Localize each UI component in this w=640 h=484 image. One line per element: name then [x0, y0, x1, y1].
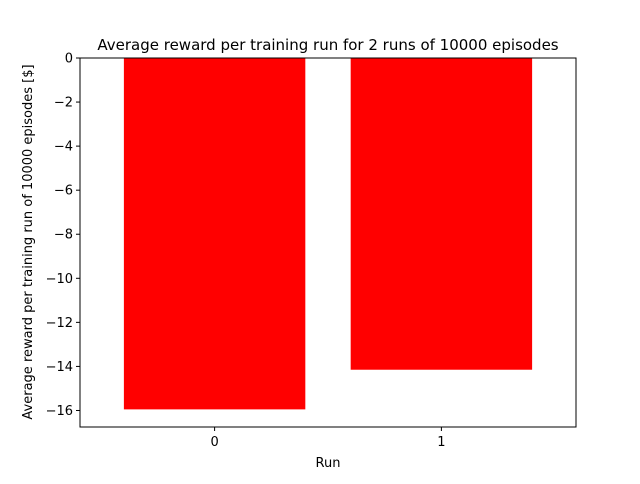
y-tick-label: 0	[65, 52, 73, 67]
bar-run-1	[350, 58, 533, 370]
bar-run-0	[123, 58, 306, 410]
y-tick-label: −14	[46, 360, 73, 375]
x-tick-label: 1	[437, 435, 445, 450]
y-tick-label: −12	[46, 316, 73, 331]
y-tick-label: −4	[54, 140, 73, 155]
y-axis-title: Average reward per training run of 10000…	[21, 64, 36, 419]
x-tick-label: 0	[210, 435, 218, 450]
chart-title: Average reward per training run for 2 ru…	[97, 36, 558, 54]
bars-group	[123, 58, 533, 410]
x-axis-title: Run	[316, 456, 341, 471]
y-tick-label: −10	[46, 272, 73, 287]
y-axis-ticks: 0 −2 −4 −6 −8 −10 −12 −14 −16	[46, 52, 80, 419]
y-tick-label: −6	[54, 184, 73, 199]
y-tick-label: −2	[54, 96, 73, 111]
y-tick-label: −16	[46, 404, 73, 419]
y-tick-label: −8	[54, 228, 73, 243]
plot-area-frame	[79, 57, 577, 428]
